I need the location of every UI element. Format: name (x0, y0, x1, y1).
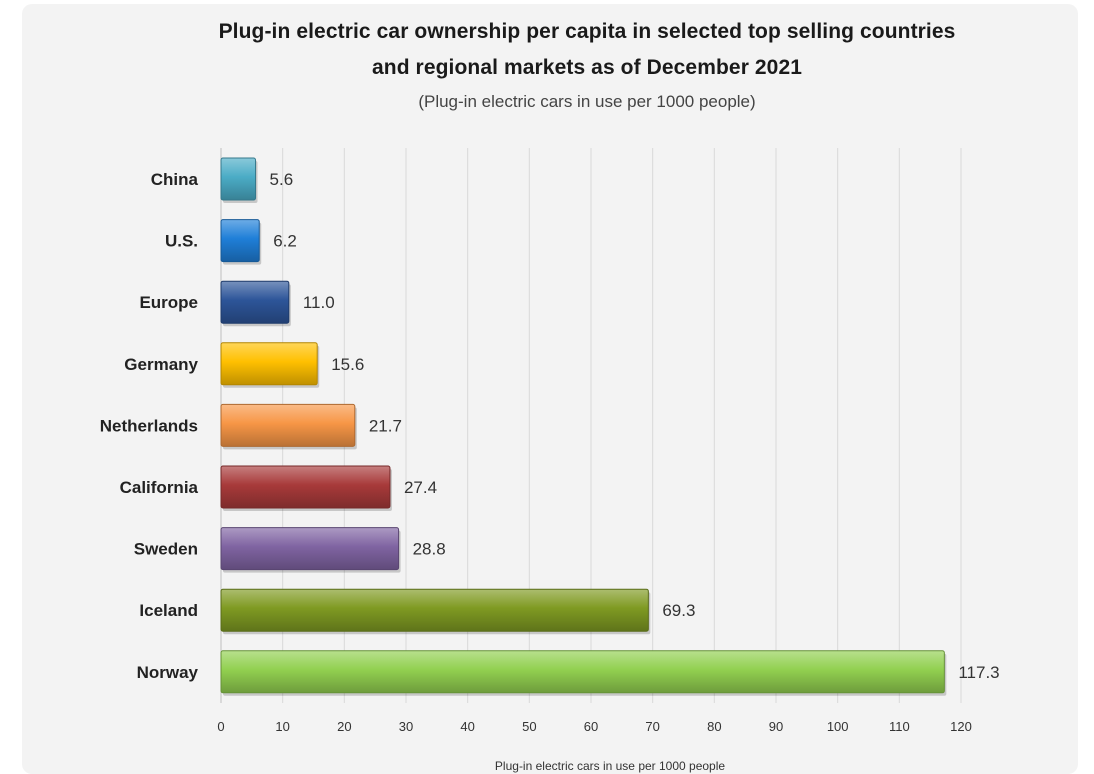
x-tick-label: 120 (950, 719, 972, 734)
value-label: 28.8 (413, 540, 446, 559)
category-label: China (151, 170, 199, 189)
x-tick-label: 20 (337, 719, 351, 734)
x-tick-label: 90 (769, 719, 783, 734)
bar (220, 465, 391, 509)
category-label: California (120, 478, 199, 497)
bar (220, 527, 400, 571)
x-axis-title: Plug-in electric cars in use per 1000 pe… (495, 759, 725, 773)
labels: 0 10 20 30 40 50 60 70 80 90 100 110 120 China 5.6 U.S.… (100, 170, 1000, 734)
category-label: Sweden (134, 540, 198, 559)
category-label: Iceland (139, 601, 198, 620)
value-label: 117.3 (958, 663, 999, 682)
category-label: Netherlands (100, 416, 198, 435)
chart-title-line-2: and regional markets as of December 2021 (371, 56, 803, 79)
category-label: Germany (124, 355, 198, 374)
x-tick-label: 110 (889, 719, 910, 734)
value-label: 11.0 (303, 293, 335, 312)
chart-subtitle: (Plug-in electric cars in use per 1000 p… (418, 92, 756, 111)
bar (220, 219, 260, 263)
value-label: 69.3 (662, 601, 695, 620)
value-label: 5.6 (270, 170, 294, 189)
value-label: 21.7 (369, 416, 402, 435)
x-tick-label: 100 (827, 719, 849, 734)
value-label: 27.4 (404, 478, 437, 497)
x-tick-label: 10 (275, 719, 289, 734)
category-label: U.S. (165, 232, 198, 251)
x-tick-label: 30 (399, 719, 413, 734)
x-tick-label: 80 (707, 719, 721, 734)
category-label: Norway (137, 663, 199, 682)
bar (220, 342, 318, 386)
x-tick-label: 40 (460, 719, 474, 734)
x-tick-label: 70 (645, 719, 659, 734)
chart-title-line-1: Plug-in electric car ownership per capit… (218, 20, 956, 43)
bar (220, 280, 290, 324)
chart-panel (22, 4, 1078, 774)
value-label: 6.2 (273, 232, 297, 251)
x-tick-label: 0 (217, 719, 224, 734)
bars (220, 157, 947, 696)
category-label: Europe (139, 293, 198, 312)
bar (220, 157, 257, 201)
bar (220, 588, 649, 632)
x-tick-label: 60 (584, 719, 598, 734)
value-label: 15.6 (331, 355, 364, 374)
bar (220, 650, 945, 694)
x-tick-label: 50 (522, 719, 536, 734)
bar (220, 403, 356, 447)
